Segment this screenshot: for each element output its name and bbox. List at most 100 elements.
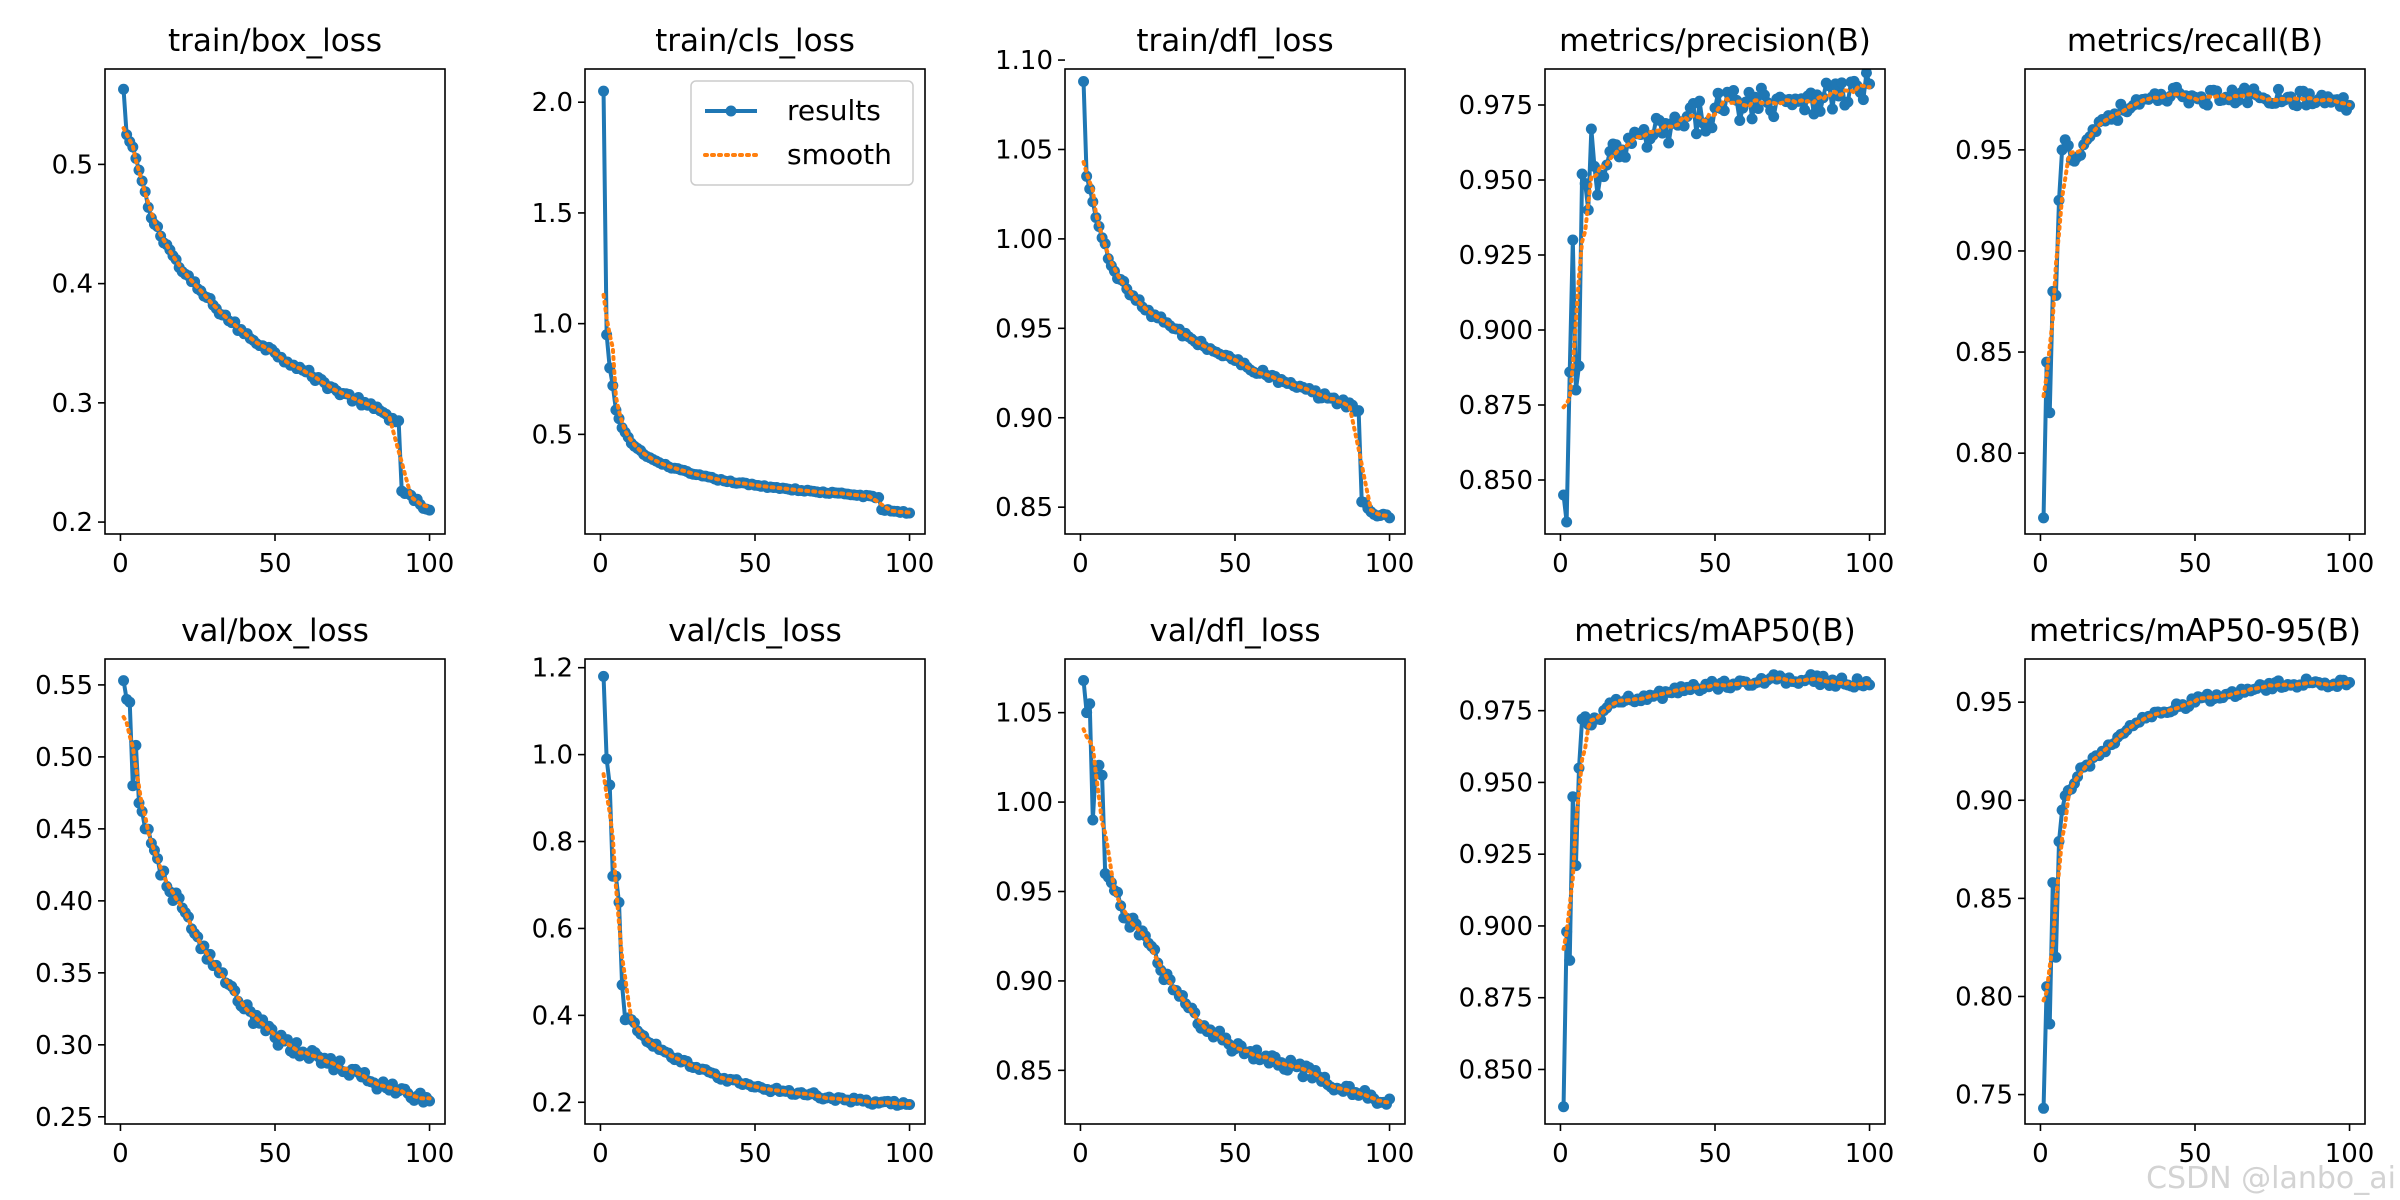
results-point [2211, 85, 2223, 97]
results-point [1096, 769, 1108, 781]
y-tick-label: 0.4 [532, 1001, 573, 1031]
axes-frame [2024, 68, 2366, 535]
y-tick-label: 0.925 [1459, 241, 1533, 271]
x-tick-label: 100 [1365, 549, 1415, 579]
y-tick-label: 0.95 [1955, 136, 2013, 166]
results-point [601, 753, 613, 765]
results-point [1728, 85, 1740, 97]
y-tick-label: 0.5 [52, 150, 93, 180]
x-tick-label: 0 [1552, 1139, 1569, 1169]
results-point [118, 83, 130, 95]
x-tick-label: 50 [258, 1139, 291, 1169]
x-tick-label: 0 [112, 1139, 129, 1169]
chart-panel: train/box_loss 0 50 100 0.2 0.3 0.4 0.5 [52, 23, 455, 579]
results-point [1585, 123, 1597, 135]
smooth-line [2041, 679, 2352, 1003]
results-point [1576, 168, 1588, 180]
results-point [1842, 96, 1854, 108]
results-line [2041, 85, 2352, 518]
results-line [1561, 672, 1872, 1107]
y-tick-label: 1.0 [532, 310, 573, 340]
y-tick-label: 1.2 [532, 654, 573, 684]
results-line [121, 89, 431, 513]
x-tick-label: 100 [885, 549, 935, 579]
results-point [1706, 122, 1718, 134]
results-point [1836, 77, 1848, 89]
results-point [2303, 88, 2315, 100]
axes-frame [584, 658, 926, 1125]
smooth-line [1081, 160, 1392, 518]
results-point [1567, 791, 1579, 803]
results-point [1712, 87, 1724, 99]
results-point [1081, 707, 1093, 719]
x-tick-label: 50 [1698, 549, 1731, 579]
results-point [2242, 97, 2254, 109]
results-point [2344, 677, 2356, 689]
smooth-line [2041, 92, 2352, 399]
x-tick-label: 100 [2325, 549, 2375, 579]
y-tick-label: 0.900 [1459, 316, 1533, 346]
results-point [1570, 384, 1582, 396]
chart-title: train/box_loss [168, 23, 382, 59]
results-point [1297, 1071, 1309, 1083]
axes-frame [1544, 68, 1886, 535]
results-point [1690, 128, 1702, 140]
results-point [1598, 171, 1610, 183]
y-tick-label: 0.30 [35, 1031, 93, 1061]
y-tick-label: 0.85 [1955, 884, 2013, 914]
axes-frame [104, 658, 446, 1125]
results-point [2272, 83, 2284, 95]
y-tick-label: 1.5 [532, 199, 573, 229]
results-point [1573, 360, 1585, 372]
chart-title: train/dfl_loss [1136, 23, 1333, 59]
chart-panel: metrics/recall(B) 0 50 100 0.80 0.85 0.90 0.95 [1955, 23, 2374, 579]
y-tick-label: 0.3 [52, 389, 93, 419]
y-tick-label: 0.950 [1459, 768, 1533, 798]
x-tick-label: 50 [2178, 549, 2211, 579]
y-tick-label: 0.50 [35, 743, 93, 773]
chart-title: val/cls_loss [668, 613, 842, 649]
x-tick-label: 50 [1218, 1139, 1251, 1169]
y-tick-label: 0.85 [995, 1056, 1053, 1086]
x-tick-label: 0 [1072, 549, 1089, 579]
y-tick-label: 1.05 [995, 135, 1053, 165]
results-point [2291, 100, 2303, 112]
results-point [1746, 113, 1758, 125]
results-point [118, 675, 130, 687]
results-point [1592, 189, 1604, 201]
y-tick-label: 0.850 [1459, 466, 1533, 496]
chart-panel: val/cls_loss 0 50 100 0.2 0.4 0.6 0.8 1.0 1.2 [532, 613, 935, 1169]
chart-title: val/box_loss [181, 613, 369, 649]
results-point [334, 1055, 346, 1067]
y-tick-label: 1.10 [995, 46, 1053, 76]
legend-label-results: results [787, 94, 881, 127]
x-tick-label: 0 [1072, 1139, 1089, 1169]
y-tick-label: 0.90 [995, 404, 1053, 434]
chart-title: metrics/mAP50-95(B) [2029, 613, 2361, 649]
y-tick-label: 0.45 [35, 815, 93, 845]
y-tick-label: 0.80 [1955, 439, 2013, 469]
chart-panel: metrics/precision(B) 0 50 100 0.850 0.875 0.90… [1459, 23, 1895, 579]
legend-marker-results [725, 105, 737, 117]
results-point [1857, 94, 1869, 106]
x-tick-label: 100 [1845, 1139, 1895, 1169]
chart-title: metrics/precision(B) [1559, 23, 1871, 59]
results-point [598, 85, 610, 97]
results-point [1078, 76, 1090, 88]
axes-frame [2024, 658, 2366, 1125]
y-tick-label: 0.25 [35, 1103, 93, 1133]
results-point [2226, 84, 2238, 96]
y-tick-label: 0.90 [995, 967, 1053, 997]
y-tick-label: 0.975 [1459, 91, 1533, 121]
chart-title: metrics/mAP50(B) [1574, 613, 1855, 649]
chart-panel: train/dfl_loss 0 50 100 0.85 0.90 0.95 1.00 1.05… [995, 23, 1414, 579]
y-tick-label: 0.2 [52, 508, 93, 538]
results-point [1638, 124, 1650, 136]
y-tick-label: 0.2 [532, 1088, 573, 1118]
chart-panel: val/box_loss 0 50 100 0.25 0.30 0.35 0.40 0.45 0.… [35, 613, 454, 1169]
results-point [1799, 104, 1811, 116]
x-tick-label: 50 [2178, 1139, 2211, 1169]
chart-panel: metrics/mAP50-95(B) 0 50 100 0.75 0.80 0.85 0.9… [1955, 613, 2374, 1169]
results-point [1663, 137, 1675, 149]
y-tick-label: 0.8 [532, 828, 573, 858]
